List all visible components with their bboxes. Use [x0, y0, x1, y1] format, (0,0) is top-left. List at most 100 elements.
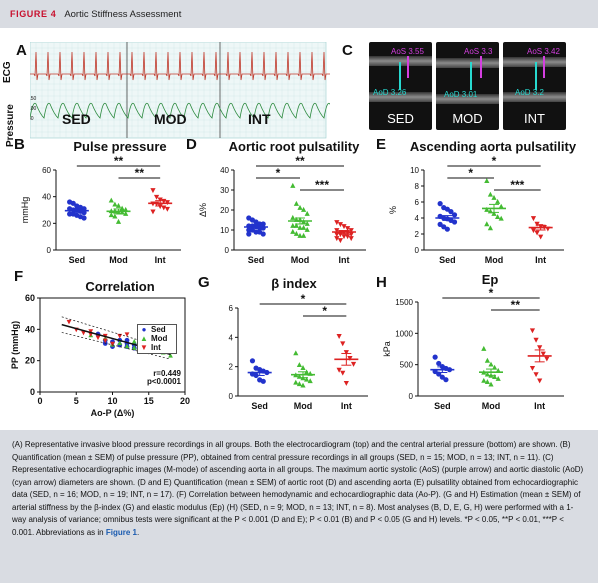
data-point [544, 356, 550, 362]
x-tick-label: Mod [485, 255, 504, 265]
group-label-sed: SED [62, 111, 91, 127]
x-tick-label: 5 [74, 396, 79, 406]
data-point [343, 380, 349, 386]
pulse-pressure-chart: 0 20 40 60 Sed Mod Int mmHg ** ** [20, 154, 181, 265]
data-point [347, 356, 353, 361]
data-point [293, 230, 299, 236]
correlation-annotation: p<0.0001 [147, 377, 182, 386]
data-point [491, 210, 497, 216]
y-axis-label: PP (mmHg) [10, 321, 20, 369]
data-point [70, 200, 76, 206]
legend-label: Int [151, 343, 161, 352]
data-point [88, 329, 94, 334]
data-point [534, 230, 540, 236]
panel-letter-f: F [14, 268, 24, 285]
data-point [161, 205, 167, 211]
data-point [495, 375, 501, 381]
x-tick-label: 10 [107, 396, 117, 406]
correlation-chart: 0 5 10 15 20 0 20 40 60 Ao-P (Δ%) PP (mmHg) r=0.449… [10, 293, 190, 418]
y-tick-label: 2 [415, 230, 420, 239]
data-point [348, 232, 354, 238]
x-tick-label: Sed [434, 401, 451, 411]
figure-1-link[interactable]: Figure 1 [105, 527, 137, 537]
data-point [81, 330, 86, 336]
y-tick-label: 500 [400, 361, 414, 370]
data-point [157, 197, 163, 203]
data-point [293, 222, 299, 228]
data-point [290, 214, 296, 220]
panel-letter-g: G [198, 274, 210, 291]
beta-index-chart: 0 2 4 6 Sed Mod Int * * [229, 292, 368, 411]
data-point [108, 197, 114, 203]
caption-text: (A) Representative invasive blood pressu… [12, 440, 584, 537]
data-point [300, 382, 306, 388]
cyan-arrow-icon [470, 62, 472, 90]
aod-label: AoD 3.01 [444, 90, 478, 99]
data-point [529, 365, 536, 371]
data-point [95, 335, 101, 341]
echo-wall-band [436, 94, 499, 104]
y-tick-label: 10 [410, 166, 419, 175]
data-point [444, 226, 450, 232]
y-axis-label: mmHg [20, 197, 30, 224]
triangle-down-marker-icon: ▼ [140, 343, 148, 352]
data-point [67, 211, 73, 217]
data-point [337, 222, 343, 228]
group-label-int: INT [248, 111, 271, 127]
y-tick-label: 20 [42, 219, 51, 228]
x-tick-label: Mod [109, 255, 128, 265]
chart-title-g: β index [271, 276, 317, 291]
data-point [492, 364, 498, 370]
x-tick-label: Mod [291, 255, 310, 265]
data-point [150, 209, 156, 215]
data-point [246, 227, 252, 233]
data-point [345, 234, 351, 240]
data-point [495, 198, 501, 204]
panel-letter-c: C [342, 42, 353, 59]
data-point [260, 221, 266, 227]
data-point [293, 200, 299, 206]
data-point [153, 194, 160, 200]
figure-panels: A ECG Pressure 150 100 50 SED MOD INT C … [0, 28, 598, 424]
echo-image-int: AoS 3.42 AoD 3.2 INT [503, 42, 566, 130]
figure-title: Aortic Stiffness Assessment [64, 8, 182, 20]
data-point [448, 209, 454, 215]
data-point [343, 350, 349, 356]
caption-end: . [136, 527, 140, 537]
data-point [484, 206, 490, 212]
y-tick-label: 10 [220, 226, 229, 235]
data-point [307, 378, 313, 384]
ecg-trace [30, 51, 330, 81]
significance-label: * [322, 304, 327, 318]
y-tick-label: 4 [229, 333, 234, 342]
pressure-trace [30, 102, 330, 119]
data-point [150, 188, 156, 194]
data-point [336, 334, 342, 339]
chart-title-h: Ep [481, 272, 499, 287]
data-point [297, 204, 303, 210]
data-point [293, 379, 299, 385]
data-point [81, 215, 87, 221]
y-tick-label: 40 [42, 193, 51, 202]
y-tick-label: 0 [229, 392, 234, 401]
significance-label: * [492, 154, 497, 168]
x-tick-label: Sed [248, 255, 265, 265]
data-point [538, 234, 544, 240]
x-tick-label: Int [535, 255, 546, 265]
figure-caption: (A) Representative invasive blood pressu… [0, 430, 598, 583]
data-point [337, 238, 343, 244]
data-point [345, 226, 351, 232]
data-point [297, 224, 303, 230]
data-point [290, 182, 296, 188]
data-point [301, 232, 307, 238]
data-point [290, 228, 296, 234]
ecg-axis-label: ECG [2, 61, 13, 83]
y-axis-label: kPa [382, 341, 392, 357]
data-point [304, 210, 310, 216]
echo-wall-band [503, 57, 566, 67]
legend-label: Mod [151, 334, 168, 343]
aos-label: AoS 3.55 [391, 47, 424, 56]
y-tick-label: 0 [47, 246, 52, 255]
echo-wall-band [369, 92, 432, 102]
